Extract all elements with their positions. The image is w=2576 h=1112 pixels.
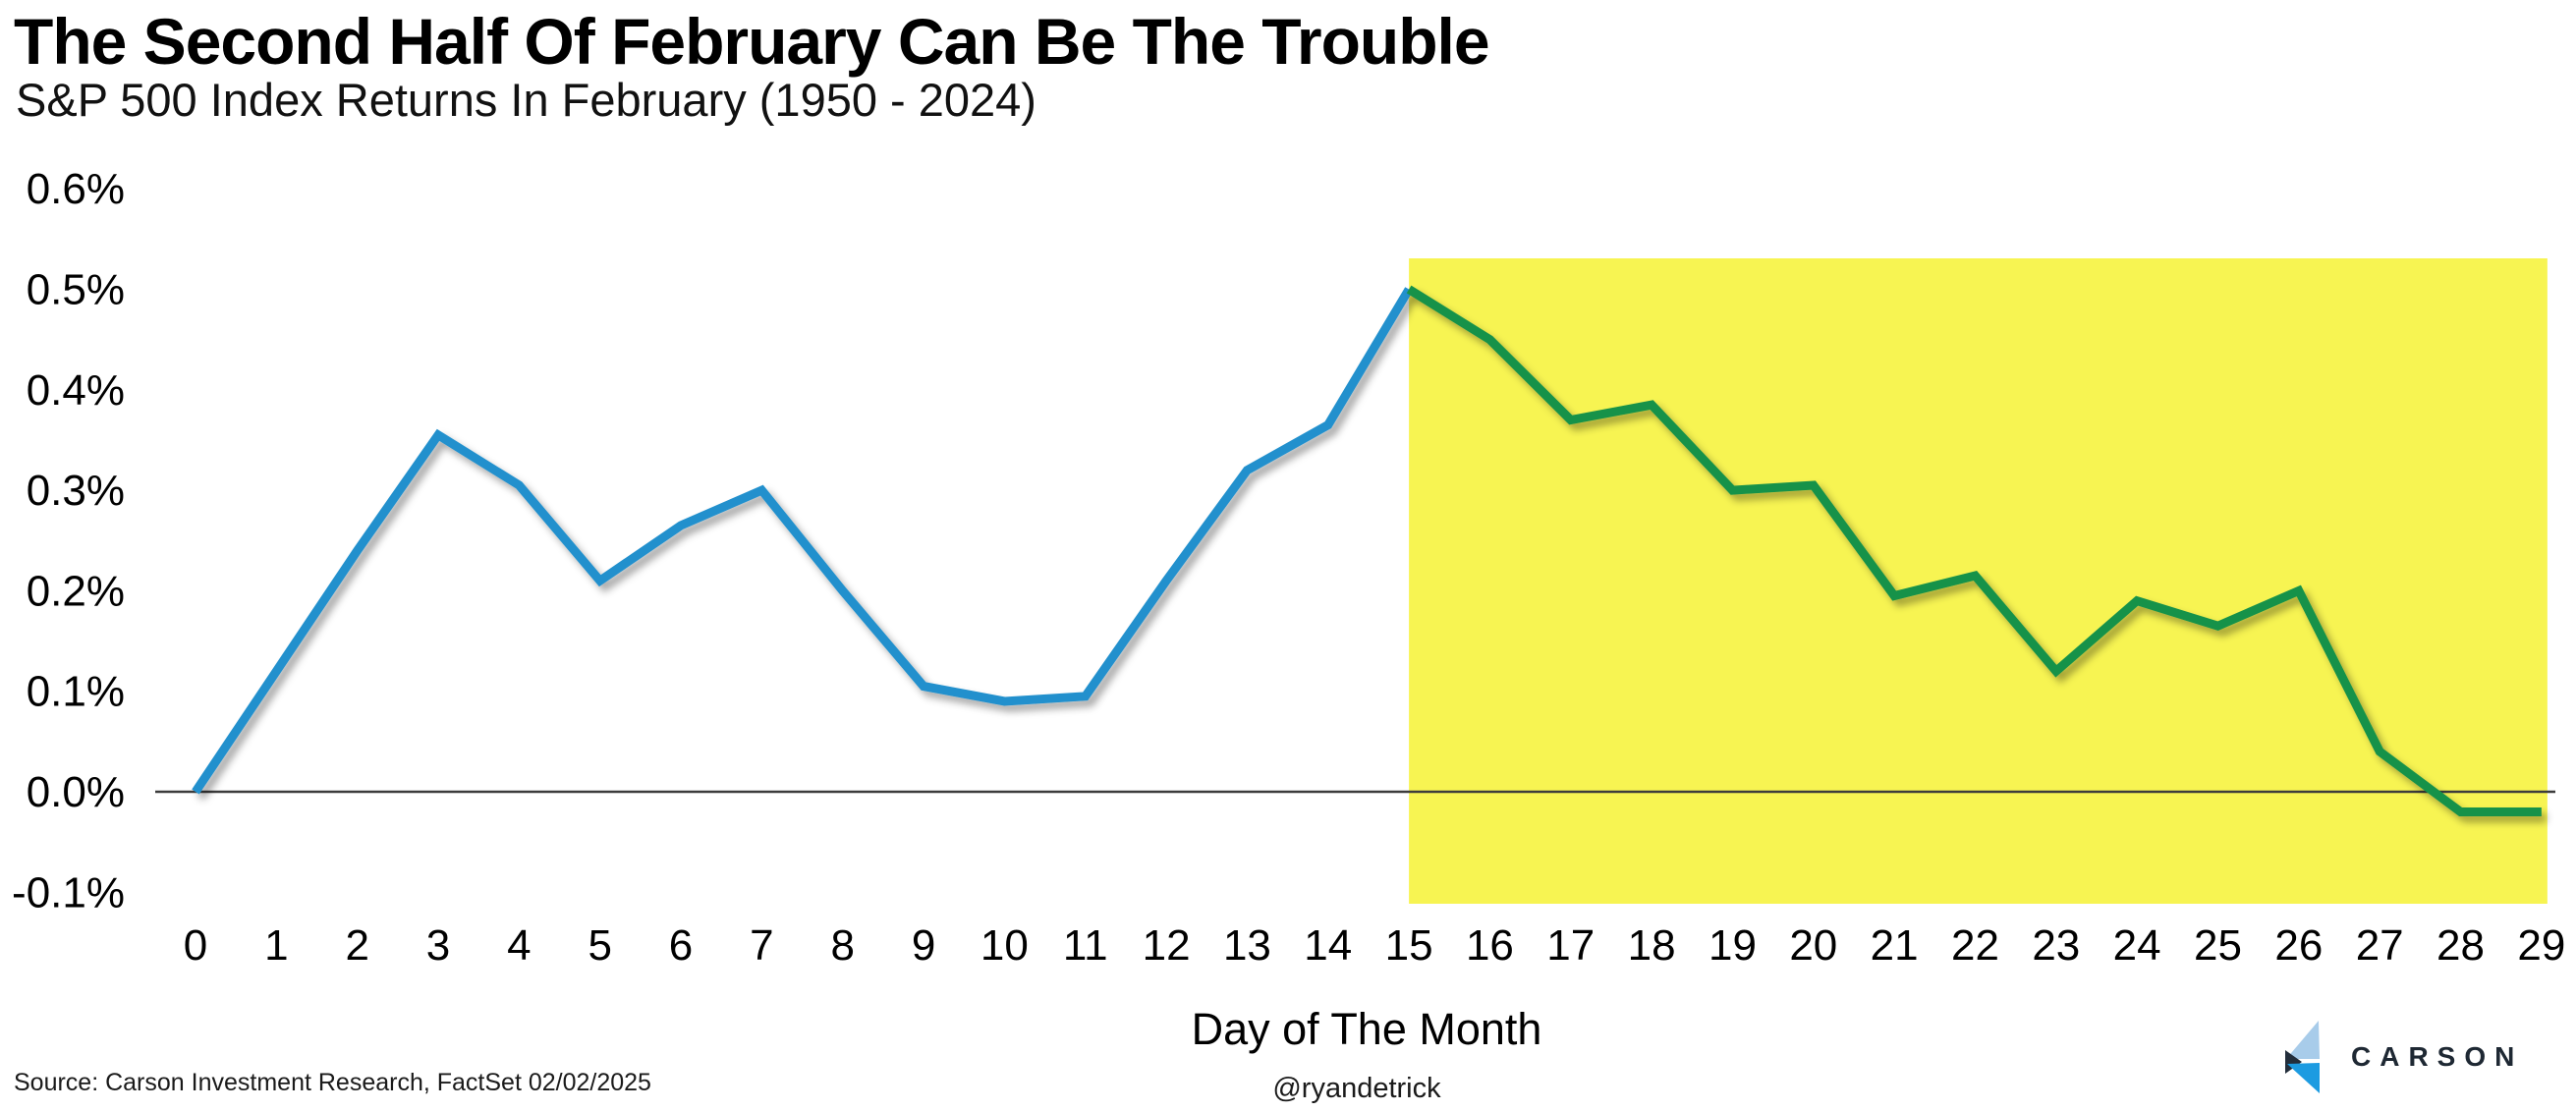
- x-tick-label: 26: [2274, 921, 2323, 970]
- carson-logo: CARSON: [2285, 1020, 2523, 1093]
- x-tick-label: 5: [588, 921, 611, 970]
- x-tick-label: 0: [184, 921, 207, 970]
- x-tick-label: 13: [1223, 921, 1271, 970]
- x-tick-label: 11: [1063, 921, 1108, 970]
- x-tick-label: 8: [830, 921, 854, 970]
- y-tick-label: 0.0%: [27, 768, 125, 816]
- y-tick-label: -0.1%: [12, 868, 125, 917]
- author-handle: @ryandetrick: [1272, 1073, 1441, 1104]
- x-axis-title: Day of The Month: [1191, 1004, 1542, 1054]
- y-tick-label: 0.3%: [27, 467, 125, 515]
- x-tick-label: 15: [1385, 921, 1433, 970]
- x-tick-label: 21: [1871, 921, 1919, 970]
- x-tick-label: 22: [1951, 921, 1999, 970]
- y-tick-label: 0.5%: [27, 266, 125, 314]
- x-tick-label: 12: [1143, 921, 1191, 970]
- y-tick-label: 0.1%: [27, 668, 125, 716]
- x-tick-label: 9: [912, 921, 935, 970]
- source-note: Source: Carson Investment Research, Fact…: [14, 1069, 651, 1096]
- x-tick-label: 2: [345, 921, 368, 970]
- chart-subtitle: S&P 500 Index Returns In February (1950 …: [16, 74, 1036, 126]
- x-tick-label: 16: [1466, 921, 1514, 970]
- carson-logo-icon: [2285, 1021, 2320, 1093]
- x-tick-label: 29: [2517, 921, 2565, 970]
- x-tick-label: 10: [980, 921, 1029, 970]
- x-tick-label: 18: [1628, 921, 1676, 970]
- x-tick-label: 24: [2113, 921, 2161, 970]
- chart-title: The Second Half Of February Can Be The T…: [14, 5, 1490, 78]
- x-tick-label: 25: [2194, 921, 2242, 970]
- x-tick-label: 19: [1708, 921, 1757, 970]
- x-tick-label: 20: [1789, 921, 1837, 970]
- x-tick-label: 4: [507, 921, 531, 970]
- x-tick-label: 14: [1304, 921, 1352, 970]
- x-tick-label: 7: [750, 921, 773, 970]
- carson-logo-text: CARSON: [2351, 1040, 2524, 1072]
- x-tick-label: 27: [2356, 921, 2404, 970]
- x-tick-label: 17: [1546, 921, 1595, 970]
- x-tick-label: 28: [2436, 921, 2485, 970]
- x-tick-label: 6: [669, 921, 693, 970]
- x-tick-label: 3: [426, 921, 450, 970]
- line-second-half: [1406, 285, 2542, 816]
- y-tick-label: 0.6%: [27, 165, 125, 213]
- y-tick-label: 0.2%: [27, 567, 125, 615]
- x-tick-label: 23: [2032, 921, 2080, 970]
- y-tick-label: 0.4%: [27, 366, 125, 415]
- x-tick-label: 1: [264, 921, 288, 970]
- line-first-half: [192, 287, 1413, 795]
